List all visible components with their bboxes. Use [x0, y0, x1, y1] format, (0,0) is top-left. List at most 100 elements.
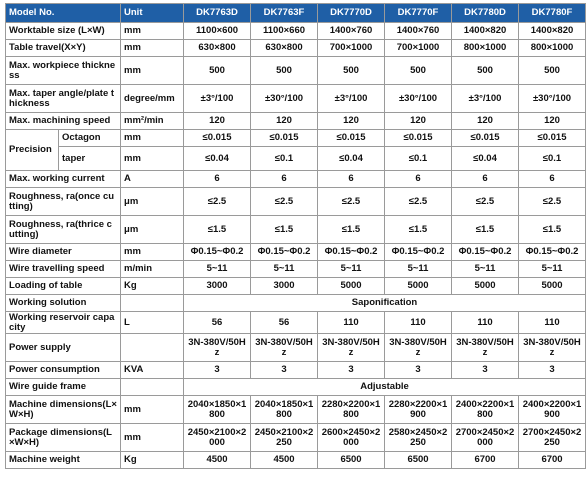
- value-cell: 56: [183, 311, 252, 334]
- value-cell: ≤1.5: [518, 215, 587, 244]
- value-cell: 1400×760: [384, 22, 453, 40]
- value-cell: ≤0.1: [250, 146, 319, 171]
- value-cell: Φ0.15~Φ0.2: [317, 243, 386, 261]
- value-cell: 110: [451, 311, 520, 334]
- value-cell: 5000: [317, 277, 386, 295]
- table-row: Loading of table Kg 3000 3000 5000 5000 5000 50…: [4, 277, 587, 295]
- value-cell: 500: [183, 56, 252, 85]
- header-cell: DK7770D: [317, 3, 386, 23]
- value-cell: ≤0.015: [451, 129, 520, 147]
- value-cell: 6: [317, 170, 386, 188]
- row-label: Max. taper angle/plate thickness: [4, 84, 122, 113]
- value-cell: ±30°/100: [250, 84, 319, 113]
- value-cell: 2400×2200×1800: [451, 395, 520, 424]
- table-row: Precision Octagon mm ≤0.015 ≤0.015 ≤0.015 ≤0.0…: [5, 129, 587, 171]
- value-cell: 6700: [451, 451, 520, 469]
- value-cell: 500: [317, 56, 386, 85]
- value-cell: 3N-380V/50Hz: [384, 333, 453, 362]
- value-cell: 110: [384, 311, 453, 334]
- value-cell: 4500: [183, 451, 252, 469]
- table-row: Max. working current A 6 6 6 6 6 6: [4, 170, 587, 188]
- value-cell: 120: [518, 112, 587, 130]
- value-cell: ≤1.5: [384, 215, 453, 244]
- table-row: Machine dimensions(L×W×H) mm 2040×1850×180…: [4, 395, 587, 424]
- value-cell: 1400×760: [317, 22, 386, 40]
- value-cell: ≤2.5: [317, 187, 386, 216]
- value-cell: Φ0.15~Φ0.2: [250, 243, 319, 261]
- table-body: Worktable size (L×W) mm 1100×600 1100×660 14…: [4, 22, 587, 469]
- value-cell: 2280×2200×1900: [384, 395, 453, 424]
- value-cell: 6: [518, 170, 587, 188]
- value-cell: 500: [518, 56, 587, 85]
- table-row: Wire diameter mm Φ0.15~Φ0.2 Φ0.15~Φ0.2 Φ0.15…: [4, 243, 587, 261]
- value-cell: 500: [384, 56, 453, 85]
- value-cell: 3000: [183, 277, 252, 295]
- value-cell: 3000: [250, 277, 319, 295]
- table-row: Max. taper angle/plate thickness degree/m…: [4, 84, 587, 113]
- row-label: Machine dimensions(L×W×H): [4, 395, 122, 424]
- value-cell: ≤0.04: [451, 146, 520, 171]
- value-cell: 2040×1850×1800: [183, 395, 252, 424]
- value-cell: Φ0.15~Φ0.2: [384, 243, 453, 261]
- table-row: Package dimensions(L×W×H) mm 2450×2100×200…: [4, 423, 587, 452]
- value-cell: 56: [250, 311, 319, 334]
- value-cell: 3N-380V/50Hz: [451, 333, 520, 362]
- table-row: Working reservoir capacity L 56 56 110 110 110…: [4, 311, 587, 334]
- unit-cell: μm: [120, 215, 185, 244]
- value-cell: 2040×1850×1800: [250, 395, 319, 424]
- value-cell: 5000: [451, 277, 520, 295]
- value-cell: 3: [317, 361, 386, 379]
- table-row: Working solution Saponification: [4, 294, 587, 312]
- row-label: Working reservoir capacity: [4, 311, 122, 334]
- value-cell: 630×800: [250, 39, 319, 57]
- value-cell: ≤0.015: [183, 129, 252, 147]
- row-label: Package dimensions(L×W×H): [4, 423, 122, 452]
- value-cell: 5~11: [384, 260, 453, 278]
- value-cell: 6700: [518, 451, 587, 469]
- value-cell: 5000: [518, 277, 587, 295]
- value-cell: 4500: [250, 451, 319, 469]
- value-cell: Adjustable: [183, 378, 587, 396]
- header-cell: DK7780D: [451, 3, 520, 23]
- value-cell: Φ0.15~Φ0.2: [518, 243, 587, 261]
- table-row: taper mm ≤0.04 ≤0.1 ≤0.04 ≤0.1 ≤0.04 ≤0.1: [6, 146, 587, 171]
- table-row: Wire travelling speed m/min 5~11 5~11 5~11 5~…: [4, 260, 587, 278]
- row-label: Wire diameter: [4, 243, 122, 261]
- header-cell: DK7770F: [384, 3, 453, 23]
- header-cell: Model No.: [4, 3, 122, 23]
- table-row: Roughness, ra(thrice cutting) μm ≤1.5 ≤1.5 ≤…: [4, 215, 587, 244]
- unit-cell: [120, 378, 185, 396]
- value-cell: 3N-380V/50Hz: [250, 333, 319, 362]
- value-cell: ≤1.5: [250, 215, 319, 244]
- row-label: Octagon: [57, 129, 122, 147]
- unit-cell: KVA: [120, 361, 185, 379]
- value-cell: 3N-380V/50Hz: [183, 333, 252, 362]
- row-label: Machine weight: [4, 451, 122, 469]
- value-cell: ±3°/100: [317, 84, 386, 113]
- value-cell: 800×1000: [518, 39, 587, 57]
- value-cell: 2280×2200×1800: [317, 395, 386, 424]
- unit-cell: mm: [120, 395, 185, 424]
- value-cell: 1100×660: [250, 22, 319, 40]
- table-row: Worktable size (L×W) mm 1100×600 1100×660 14…: [4, 22, 587, 40]
- row-label: Power consumption: [4, 361, 122, 379]
- value-cell: ≤0.015: [317, 129, 386, 147]
- header-row: Model No. Unit DK7763D DK7763F DK7770D DK7770…: [4, 3, 587, 23]
- unit-cell: mm: [120, 423, 185, 452]
- value-cell: 120: [183, 112, 252, 130]
- value-cell: 800×1000: [451, 39, 520, 57]
- unit-cell: mm: [120, 129, 185, 147]
- value-cell: 500: [250, 56, 319, 85]
- value-cell: ±30°/100: [384, 84, 453, 113]
- value-cell: 3: [451, 361, 520, 379]
- table-row: Roughness, ra(once cutting) μm ≤2.5 ≤2.5 ≤2.…: [4, 187, 587, 216]
- value-cell: ≤1.5: [317, 215, 386, 244]
- row-label: Power supply: [4, 333, 122, 362]
- row-label: Working solution: [4, 294, 122, 312]
- value-cell: 5000: [384, 277, 453, 295]
- row-label: Max. machining speed: [4, 112, 122, 130]
- value-cell: ≤2.5: [518, 187, 587, 216]
- unit-cell: mm: [120, 56, 185, 85]
- unit-cell: m/min: [120, 260, 185, 278]
- value-cell: 3: [518, 361, 587, 379]
